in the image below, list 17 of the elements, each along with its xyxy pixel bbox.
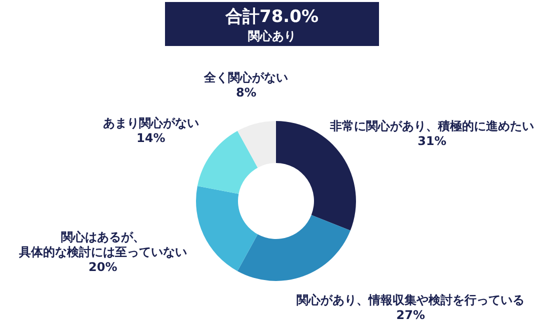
donut-slice [237, 121, 276, 168]
donut-slice [276, 121, 356, 230]
slice-label: 関心があり、情報収集や検討を行っている [296, 293, 525, 307]
data-label: 8% [236, 85, 256, 100]
donut-slice [197, 130, 258, 194]
donut-slice [196, 186, 258, 272]
chart-subtitle: 関心あり [248, 29, 296, 43]
slice-label: あまり関心がない [102, 116, 199, 130]
slice-label: 関心はあるが、具体的な検討には至っていない [18, 230, 187, 260]
data-label: 14% [136, 130, 166, 145]
chart-title: 合計78.0% [224, 7, 318, 27]
data-label: 20% [88, 260, 118, 274]
slice-label: 非常に関心があり、積極的に進めたい [329, 119, 534, 134]
data-label: 27% [396, 308, 426, 322]
data-label: 31% [418, 134, 446, 148]
slice-label: 全く関心がない [203, 70, 288, 84]
donut-slice [237, 214, 350, 281]
